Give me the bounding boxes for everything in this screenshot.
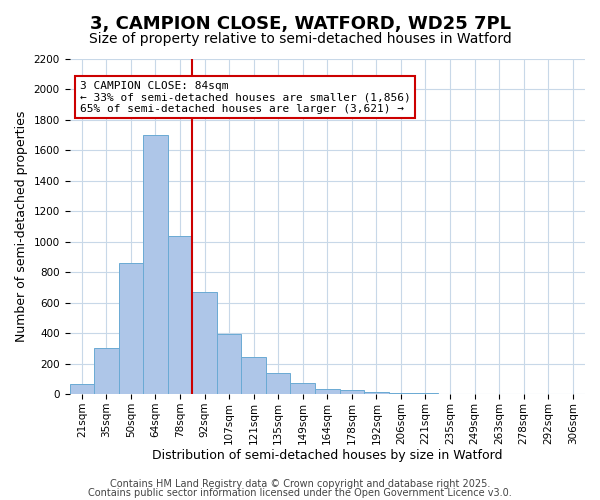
Bar bbox=[168, 236, 192, 394]
Text: Contains public sector information licensed under the Open Government Licence v3: Contains public sector information licen… bbox=[88, 488, 512, 498]
Bar bbox=[143, 135, 168, 394]
Text: Size of property relative to semi-detached houses in Watford: Size of property relative to semi-detach… bbox=[89, 32, 511, 46]
Bar bbox=[266, 373, 290, 394]
X-axis label: Distribution of semi-detached houses by size in Watford: Distribution of semi-detached houses by … bbox=[152, 450, 503, 462]
Y-axis label: Number of semi-detached properties: Number of semi-detached properties bbox=[15, 111, 28, 342]
Bar bbox=[70, 384, 94, 394]
Bar bbox=[217, 334, 241, 394]
Bar bbox=[94, 348, 119, 394]
Bar bbox=[241, 357, 266, 394]
Bar bbox=[192, 292, 217, 394]
Bar bbox=[364, 392, 389, 394]
Text: 3, CAMPION CLOSE, WATFORD, WD25 7PL: 3, CAMPION CLOSE, WATFORD, WD25 7PL bbox=[89, 15, 511, 33]
Bar bbox=[340, 390, 364, 394]
Bar bbox=[315, 389, 340, 394]
Bar bbox=[119, 263, 143, 394]
Bar bbox=[290, 383, 315, 394]
Text: 3 CAMPION CLOSE: 84sqm
← 33% of semi-detached houses are smaller (1,856)
65% of : 3 CAMPION CLOSE: 84sqm ← 33% of semi-det… bbox=[80, 81, 410, 114]
Text: Contains HM Land Registry data © Crown copyright and database right 2025.: Contains HM Land Registry data © Crown c… bbox=[110, 479, 490, 489]
